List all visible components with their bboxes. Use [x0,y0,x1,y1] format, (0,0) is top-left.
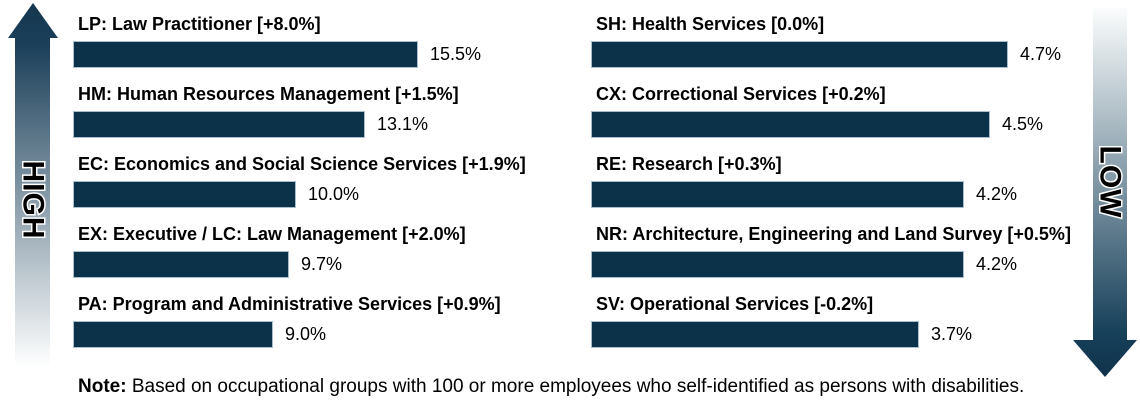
bar-line: 10.0% [73,181,583,208]
bar-row: EX: Executive / LC: Law Management [+2.0… [73,222,583,278]
bar-row: EC: Economics and Social Science Service… [73,152,583,208]
bar-label: RE: Research [+0.3%] [596,154,782,174]
bar-line: 15.5% [73,41,583,68]
bar-label: SH: Health Services [0.0%] [596,14,825,34]
footnote: Note: Based on occupational groups with … [78,376,1024,398]
bar-line: 3.7% [591,321,1091,348]
bar [591,321,919,348]
bar-column-right: SH: Health Services [0.0%] 4.7% CX: Corr… [591,12,1091,362]
up-arrow-shape [8,3,58,365]
bar [591,251,964,278]
bar [591,41,1008,68]
bar-line: 13.1% [73,111,583,138]
down-arrow-shape [1073,8,1137,377]
footnote-text: Based on occupational groups with 100 or… [126,376,1025,397]
bar-line: 4.2% [591,181,1091,208]
bar-value: 13.1% [377,114,429,134]
bar-value: 9.7% [301,254,343,274]
bar-line: 9.0% [73,321,583,348]
bar-value: 9.0% [285,324,327,344]
bar-value: 4.5% [1002,114,1044,134]
bar-row: NR: Architecture, Engineering and Land S… [591,222,1091,278]
bar-row: PA: Program and Administrative Services … [73,292,583,348]
bar [73,111,365,138]
bar [73,181,296,208]
bar-row: CX: Correctional Services [+0.2%] 4.5% [591,82,1091,138]
bar-value: 4.2% [976,254,1018,274]
bar-label: NR: Architecture, Engineering and Land S… [596,224,1071,244]
bar-line: 4.5% [591,111,1091,138]
bar-label: EC: Economics and Social Science Service… [78,154,526,174]
bar [591,181,964,208]
bar-label: SV: Operational Services [-0.2%] [596,294,874,314]
low-arrow-icon: LOW [1073,8,1137,377]
bar-line: 9.7% [73,251,583,278]
bar-label: PA: Program and Administrative Services … [78,294,501,314]
bar [73,41,418,68]
bar-value: 3.7% [931,324,973,344]
bar-line: 4.7% [591,41,1091,68]
bar [73,251,289,278]
bar [591,111,990,138]
bar-label: EX: Executive / LC: Law Management [+2.0… [78,224,466,244]
bar-value: 10.0% [308,184,360,204]
bar-row: LP: Law Practitioner [+8.0%] 15.5% [73,12,583,68]
bar [73,321,273,348]
high-arrow-icon: HIGH [8,3,58,365]
bar-row: HM: Human Resources Management [+1.5%] 1… [73,82,583,138]
bar-row: RE: Research [+0.3%] 4.2% [591,152,1091,208]
bar-label: LP: Law Practitioner [+8.0%] [78,14,321,34]
bar-line: 4.2% [591,251,1091,278]
low-axis-label: LOW [1094,146,1127,219]
bar-row: SH: Health Services [0.0%] 4.7% [591,12,1091,68]
bar-value: 15.5% [430,44,482,64]
bar-value: 4.2% [976,184,1018,204]
footnote-prefix: Note: [78,376,127,397]
bar-value: 4.7% [1020,44,1062,64]
bar-column-left: LP: Law Practitioner [+8.0%] 15.5% HM: H… [73,12,583,362]
high-axis-label: HIGH [17,161,50,240]
bar-label: HM: Human Resources Management [+1.5%] [78,84,459,104]
bar-label: CX: Correctional Services [+0.2%] [596,84,886,104]
bar-row: SV: Operational Services [-0.2%] 3.7% [591,292,1091,348]
